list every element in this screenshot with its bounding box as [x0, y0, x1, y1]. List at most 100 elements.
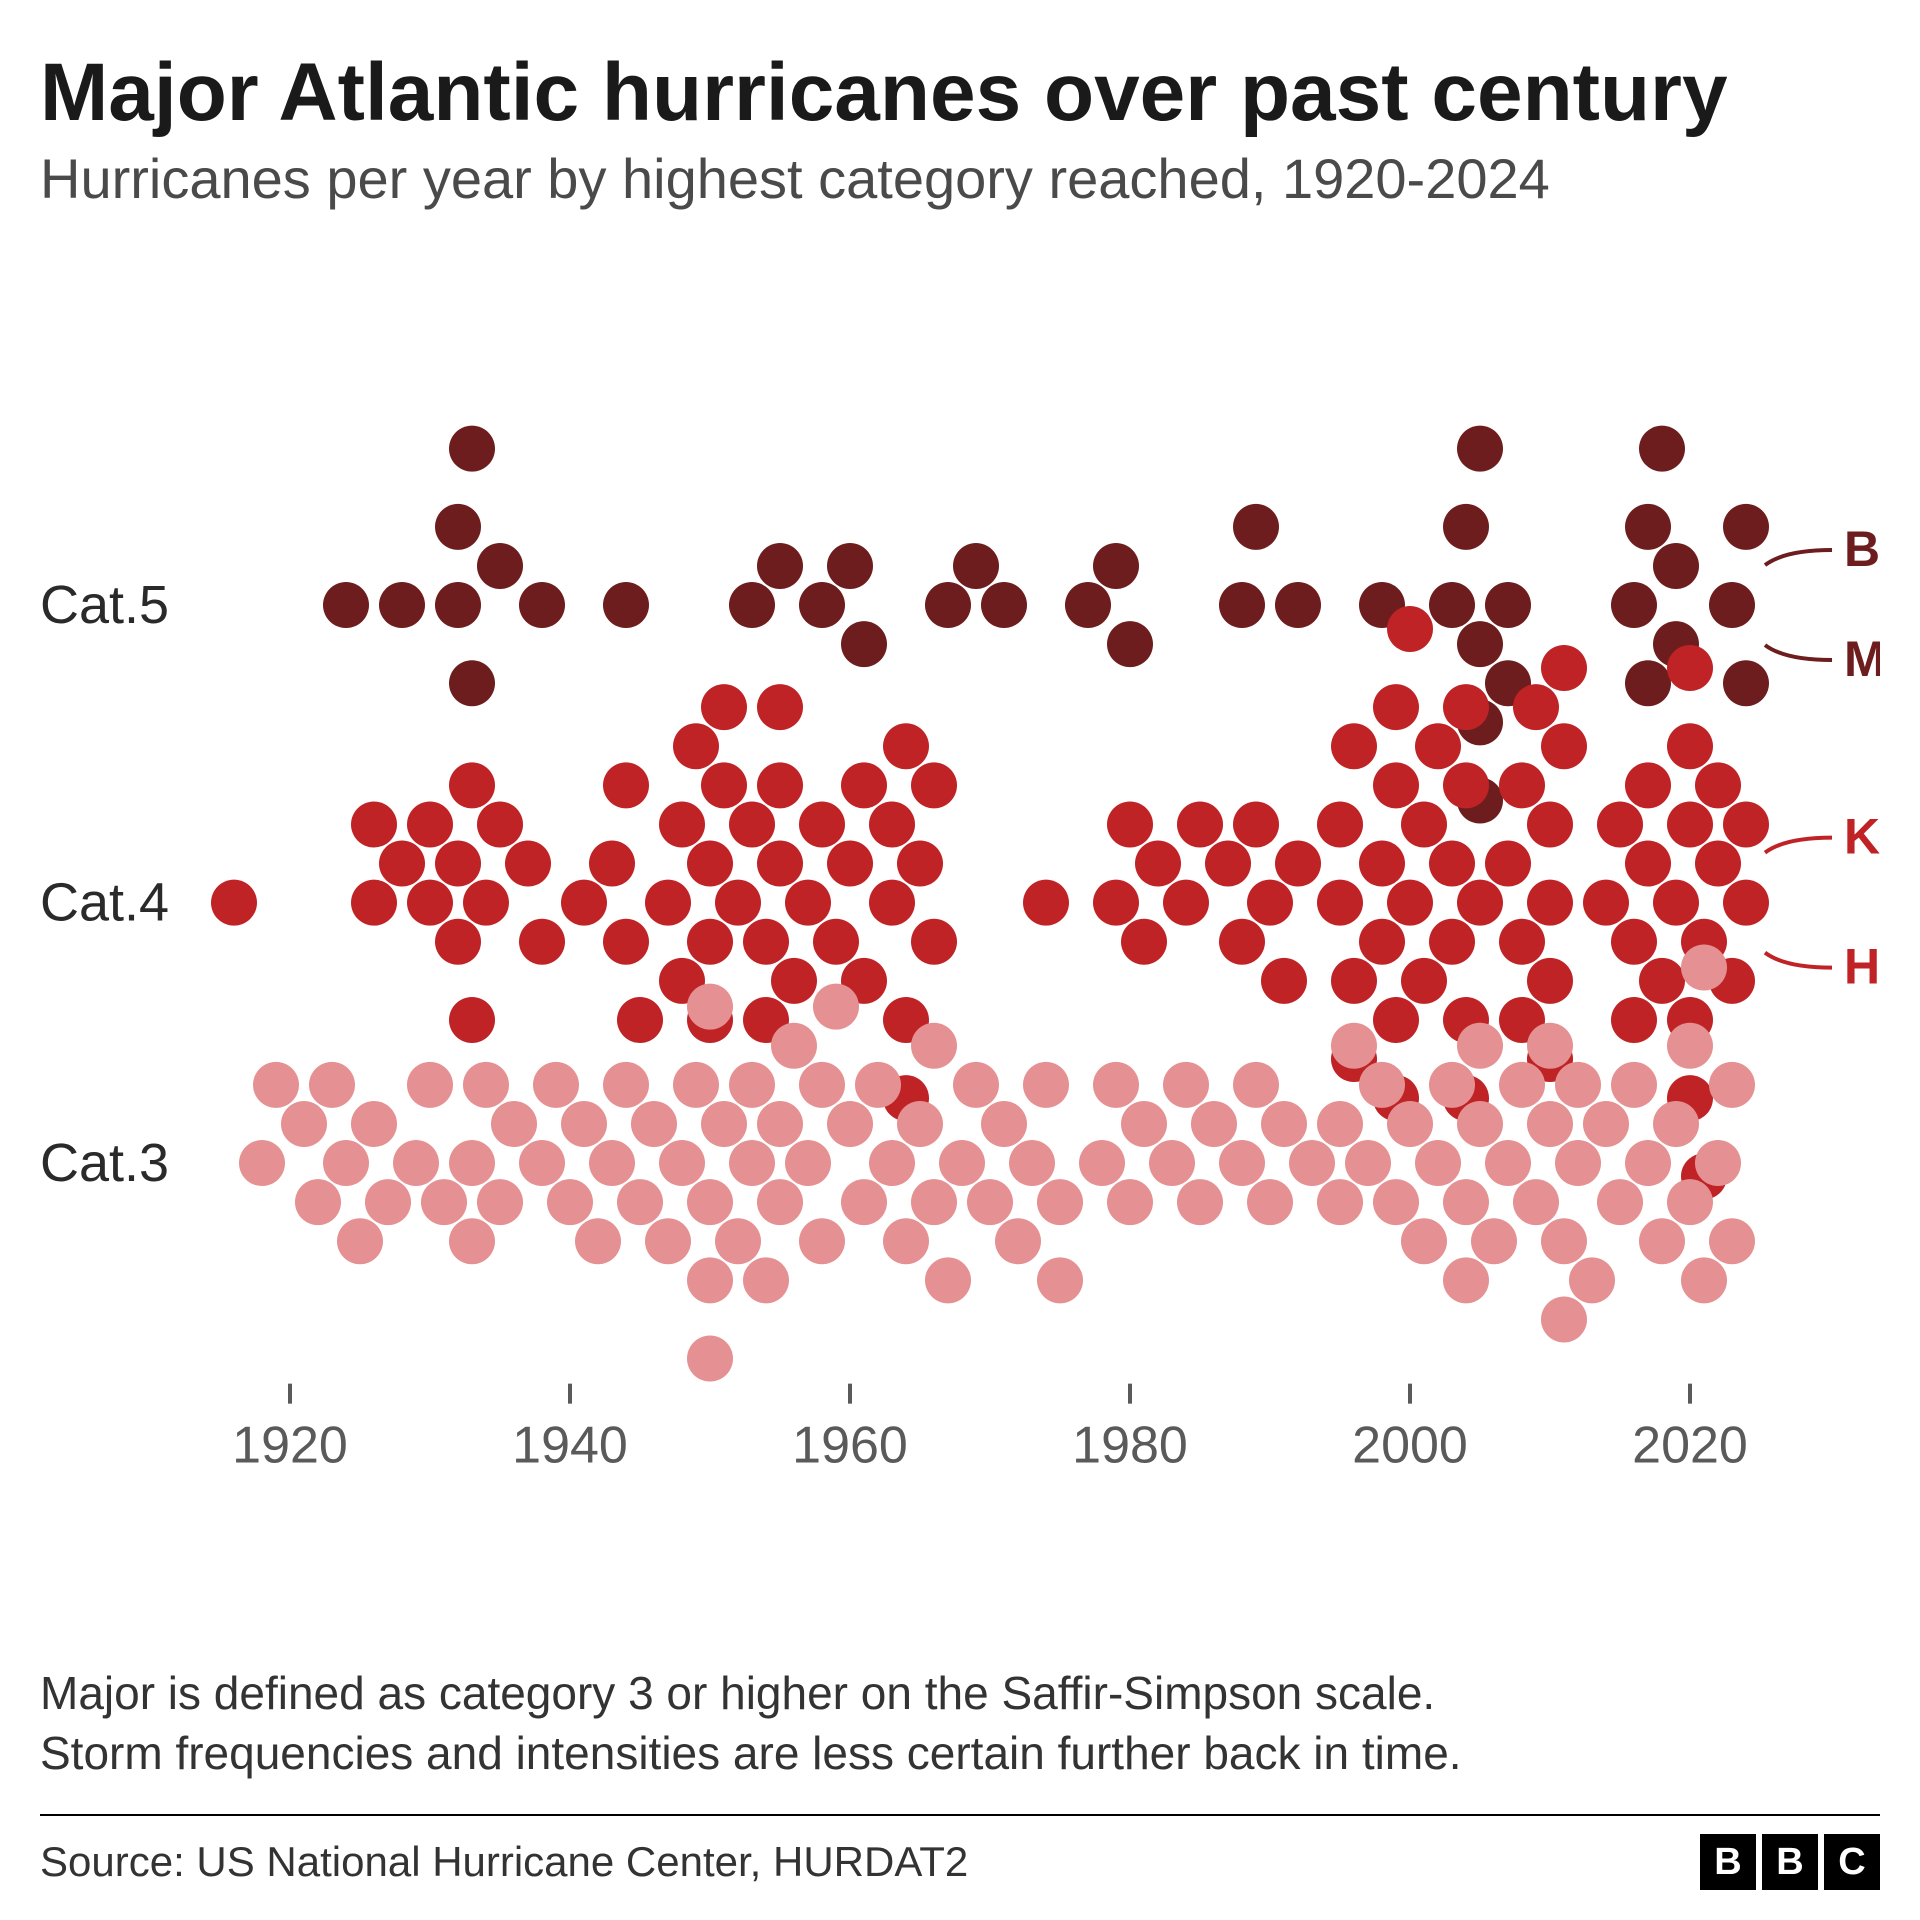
- data-dot: [827, 543, 873, 589]
- data-dot: [1163, 1062, 1209, 1108]
- data-dot: [1667, 1023, 1713, 1069]
- data-dot: [1387, 880, 1433, 926]
- data-dot: [519, 919, 565, 965]
- data-dot: [1583, 1101, 1629, 1147]
- data-dot: [757, 1179, 803, 1225]
- data-dot: [785, 1140, 831, 1186]
- annotation-label: Milton: [1844, 631, 1880, 687]
- data-dot: [519, 582, 565, 628]
- chart-note: Major is defined as category 3 or higher…: [40, 1664, 1880, 1784]
- data-dot: [351, 880, 397, 926]
- data-dot: [1443, 504, 1489, 550]
- axis-tick-label: 1980: [1072, 1417, 1188, 1475]
- data-dot: [1443, 762, 1489, 808]
- annotation-leader: [1765, 645, 1832, 660]
- data-dot: [1611, 997, 1657, 1043]
- data-dot: [1079, 1140, 1125, 1186]
- bbc-logo-block: B: [1700, 1834, 1756, 1890]
- data-dot: [1387, 1101, 1433, 1147]
- data-dot: [701, 684, 747, 730]
- data-dot: [1345, 1140, 1391, 1186]
- data-dot: [1499, 762, 1545, 808]
- data-dot: [645, 1218, 691, 1264]
- data-dot: [1261, 1101, 1307, 1147]
- data-dot: [519, 1140, 565, 1186]
- data-dot: [1093, 1062, 1139, 1108]
- data-dot: [1457, 621, 1503, 667]
- data-dot: [1541, 1218, 1587, 1264]
- data-dot: [1625, 1140, 1671, 1186]
- data-dot: [1387, 606, 1433, 652]
- data-dot: [1471, 1218, 1517, 1264]
- data-dot: [631, 1101, 677, 1147]
- data-dot: [1401, 1218, 1447, 1264]
- data-dot: [1135, 841, 1181, 887]
- data-dot: [1583, 880, 1629, 926]
- data-dot: [827, 1101, 873, 1147]
- data-dot: [687, 1179, 733, 1225]
- data-dot: [1443, 684, 1489, 730]
- data-dot: [505, 841, 551, 887]
- data-dot: [351, 1101, 397, 1147]
- data-dot: [1667, 723, 1713, 769]
- data-dot: [883, 1218, 929, 1264]
- data-dot: [295, 1179, 341, 1225]
- data-dot: [1261, 958, 1307, 1004]
- data-dot: [1359, 1062, 1405, 1108]
- data-dot: [617, 997, 663, 1043]
- data-dot: [813, 919, 859, 965]
- data-dot: [897, 1101, 943, 1147]
- data-dot: [1695, 841, 1741, 887]
- annotation-leader: [1765, 550, 1832, 565]
- data-dot: [925, 1257, 971, 1303]
- data-dot: [841, 762, 887, 808]
- data-dot: [1611, 1062, 1657, 1108]
- row-label: Cat.4: [40, 873, 169, 933]
- data-dot: [757, 762, 803, 808]
- data-dot: [1709, 1062, 1755, 1108]
- data-dot: [463, 880, 509, 926]
- data-dot: [281, 1101, 327, 1147]
- data-dot: [1527, 958, 1573, 1004]
- data-dot: [407, 1062, 453, 1108]
- data-dot: [1723, 802, 1769, 848]
- data-dot: [1667, 1179, 1713, 1225]
- data-dot: [617, 1179, 663, 1225]
- data-dot: [1569, 1257, 1615, 1303]
- data-dot: [1485, 1140, 1531, 1186]
- data-dot: [407, 802, 453, 848]
- data-dot: [1149, 1140, 1195, 1186]
- data-dot: [1107, 1179, 1153, 1225]
- data-dot: [1415, 723, 1461, 769]
- data-dot: [211, 880, 257, 926]
- data-dot: [1219, 582, 1265, 628]
- data-dot: [477, 802, 523, 848]
- data-dot: [1639, 1218, 1685, 1264]
- data-dot: [1009, 1140, 1055, 1186]
- data-dot: [603, 919, 649, 965]
- data-dot: [603, 762, 649, 808]
- data-dot: [1457, 1101, 1503, 1147]
- data-dot: [1695, 1140, 1741, 1186]
- note-line-2: Storm frequencies and intensities are le…: [40, 1727, 1462, 1779]
- data-dot: [1429, 919, 1475, 965]
- data-dot: [379, 841, 425, 887]
- data-dot: [393, 1140, 439, 1186]
- data-dot: [533, 1062, 579, 1108]
- data-dot: [1541, 645, 1587, 691]
- data-dot: [575, 1218, 621, 1264]
- data-dot: [1709, 1218, 1755, 1264]
- data-dot: [953, 1062, 999, 1108]
- data-dot: [1037, 1257, 1083, 1303]
- chart-title: Major Atlantic hurricanes over past cent…: [40, 50, 1880, 136]
- annotation-leader: [1765, 838, 1832, 853]
- data-dot: [449, 426, 495, 472]
- data-dot: [799, 1218, 845, 1264]
- data-dot: [1233, 504, 1279, 550]
- data-dot: [1219, 919, 1265, 965]
- data-dot: [757, 684, 803, 730]
- data-dot: [1667, 645, 1713, 691]
- data-dot: [995, 1218, 1041, 1264]
- data-dot: [449, 1140, 495, 1186]
- data-dot: [1023, 880, 1069, 926]
